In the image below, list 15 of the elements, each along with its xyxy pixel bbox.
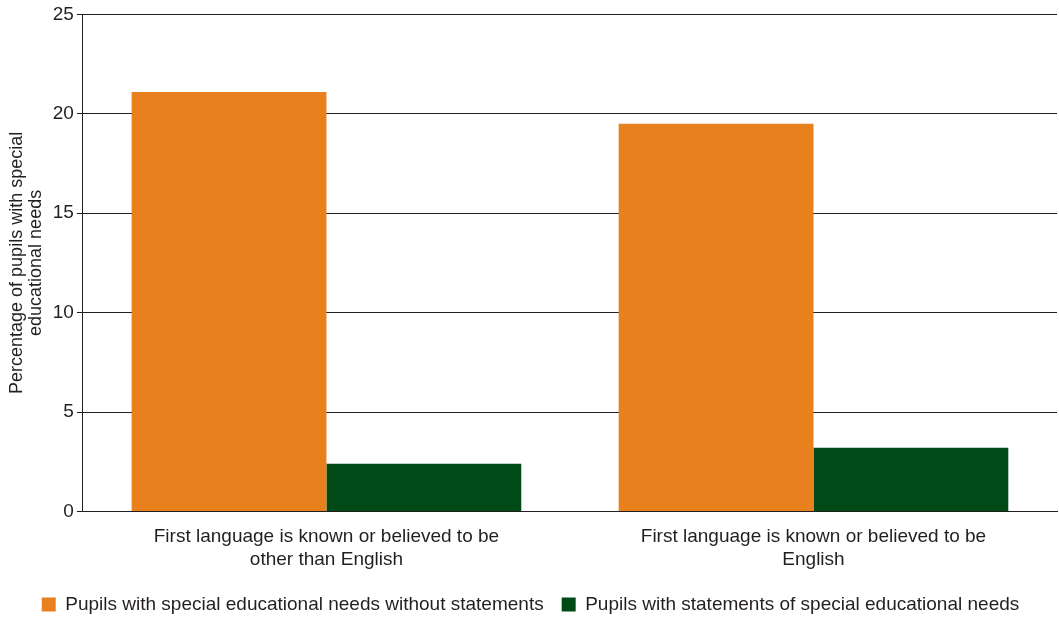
legend-label: Pupils with special educational needs without statements (65, 592, 544, 614)
y-axis-title: Percentage of pupils with special educational needs (6, 131, 46, 394)
y-tick-label: 0 (63, 499, 74, 521)
y-tick-label: 15 (52, 201, 74, 223)
x-tick-label: First language is known or believed to be other than English (153, 525, 500, 569)
bar (131, 91, 327, 511)
legend-label: Pupils with statements of special educational needs (585, 592, 1020, 614)
y-tick-label: 25 (52, 2, 74, 24)
x-tick-label: First language is known or believed to be English (640, 525, 987, 569)
y-tick-label: 10 (52, 300, 74, 322)
y-tick-label: 5 (63, 400, 74, 422)
bar (618, 123, 814, 511)
bar (813, 447, 1009, 511)
y-tick-label: 20 (52, 102, 74, 124)
bar (326, 463, 522, 511)
